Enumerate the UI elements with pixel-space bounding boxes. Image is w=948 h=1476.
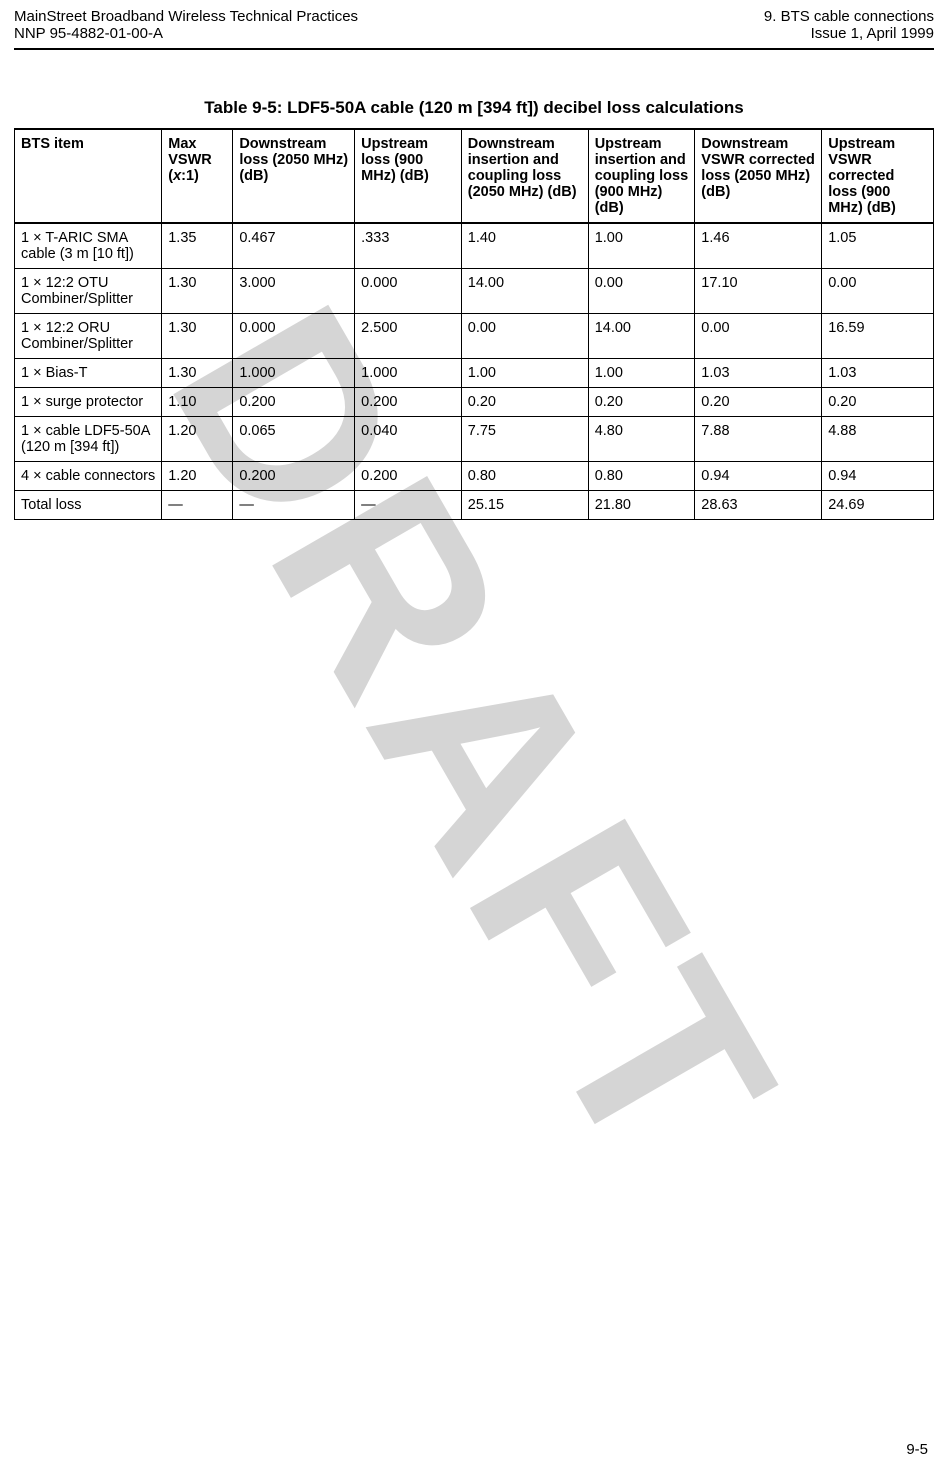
cell-r7-c1: — (162, 491, 233, 520)
cell-r4-c6: 0.20 (695, 388, 822, 417)
table-header-row: BTS itemMax VSWR (x:1)Downstream loss (2… (15, 129, 934, 223)
cell-r5-c4: 7.75 (461, 417, 588, 462)
cell-r3-c1: 1.30 (162, 359, 233, 388)
loss-table: BTS itemMax VSWR (x:1)Downstream loss (2… (14, 128, 934, 520)
cell-r3-c3: 1.000 (355, 359, 462, 388)
cell-r1-c3: 0.000 (355, 269, 462, 314)
cell-r6-c2: 0.200 (233, 462, 355, 491)
cell-r7-c4: 25.15 (461, 491, 588, 520)
cell-r2-c6: 0.00 (695, 314, 822, 359)
cell-r6-c7: 0.94 (822, 462, 934, 491)
header-left-line1: MainStreet Broadband Wireless Technical … (14, 8, 358, 25)
cell-r4-c0: 1 × surge protector (15, 388, 162, 417)
table-row: 1 × cable LDF5-50A(120 m [394 ft])1.200.… (15, 417, 934, 462)
table-row: 1 × 12:2 OTU Combiner/Splitter1.303.0000… (15, 269, 934, 314)
cell-r4-c1: 1.10 (162, 388, 233, 417)
cell-r1-c7: 0.00 (822, 269, 934, 314)
cell-r7-c6: 28.63 (695, 491, 822, 520)
cell-r7-c0: Total loss (15, 491, 162, 520)
col-header-0: BTS item (15, 129, 162, 223)
cell-r6-c3: 0.200 (355, 462, 462, 491)
cell-r0-c1: 1.35 (162, 223, 233, 269)
cell-r0-c4: 1.40 (461, 223, 588, 269)
cell-r0-c0: 1 × T-ARIC SMA cable (3 m [10 ft]) (15, 223, 162, 269)
cell-r1-c2: 3.000 (233, 269, 355, 314)
cell-r2-c7: 16.59 (822, 314, 934, 359)
cell-r6-c0: 4 × cable connectors (15, 462, 162, 491)
header-rule (14, 48, 934, 50)
cell-r2-c2: 0.000 (233, 314, 355, 359)
page-header: MainStreet Broadband Wireless Technical … (0, 0, 948, 46)
cell-r4-c5: 0.20 (588, 388, 695, 417)
cell-r5-c7: 4.88 (822, 417, 934, 462)
cell-r7-c7: 24.69 (822, 491, 934, 520)
cell-r5-c1: 1.20 (162, 417, 233, 462)
cell-r1-c0: 1 × 12:2 OTU Combiner/Splitter (15, 269, 162, 314)
cell-r7-c2: — (233, 491, 355, 520)
cell-r5-c0: 1 × cable LDF5-50A(120 m [394 ft]) (15, 417, 162, 462)
cell-r1-c4: 14.00 (461, 269, 588, 314)
table-row: 1 × 12:2 ORU Combiner/Splitter1.300.0002… (15, 314, 934, 359)
cell-r4-c4: 0.20 (461, 388, 588, 417)
cell-r3-c7: 1.03 (822, 359, 934, 388)
col-header-6: Downstream VSWR corrected loss (2050 MHz… (695, 129, 822, 223)
col-header-1: Max VSWR (x:1) (162, 129, 233, 223)
table-row: Total loss———25.1521.8028.6324.69 (15, 491, 934, 520)
header-right-line2: Issue 1, April 1999 (764, 25, 934, 42)
cell-r5-c3: 0.040 (355, 417, 462, 462)
cell-r7-c5: 21.80 (588, 491, 695, 520)
cell-r5-c5: 4.80 (588, 417, 695, 462)
cell-r3-c5: 1.00 (588, 359, 695, 388)
cell-r3-c4: 1.00 (461, 359, 588, 388)
cell-r6-c1: 1.20 (162, 462, 233, 491)
col-header-2: Downstream loss (2050 MHz) (dB) (233, 129, 355, 223)
col-header-5: Upstream insertion and coupling loss (90… (588, 129, 695, 223)
cell-r0-c2: 0.467 (233, 223, 355, 269)
cell-r2-c0: 1 × 12:2 ORU Combiner/Splitter (15, 314, 162, 359)
cell-r6-c6: 0.94 (695, 462, 822, 491)
table-row: 1 × surge protector1.100.2000.2000.200.2… (15, 388, 934, 417)
cell-r2-c3: 2.500 (355, 314, 462, 359)
col-header-4: Downstream insertion and coupling loss (… (461, 129, 588, 223)
cell-r1-c1: 1.30 (162, 269, 233, 314)
cell-r0-c6: 1.46 (695, 223, 822, 269)
cell-r3-c6: 1.03 (695, 359, 822, 388)
cell-r6-c5: 0.80 (588, 462, 695, 491)
cell-r6-c4: 0.80 (461, 462, 588, 491)
cell-r5-c2: 0.065 (233, 417, 355, 462)
cell-r2-c4: 0.00 (461, 314, 588, 359)
cell-r4-c7: 0.20 (822, 388, 934, 417)
cell-r0-c5: 1.00 (588, 223, 695, 269)
cell-r0-c7: 1.05 (822, 223, 934, 269)
header-right-line1: 9. BTS cable connections (764, 8, 934, 25)
table-caption: Table 9-5: LDF5-50A cable (120 m [394 ft… (0, 98, 948, 118)
cell-r2-c1: 1.30 (162, 314, 233, 359)
cell-r5-c6: 7.88 (695, 417, 822, 462)
col-header-3: Upstream loss (900 MHz) (dB) (355, 129, 462, 223)
header-left-line2: NNP 95-4882-01-00-A (14, 25, 358, 42)
col-header-7: Upstream VSWR corrected loss (900 MHz) (… (822, 129, 934, 223)
table-row: 1 × Bias-T1.301.0001.0001.001.001.031.03 (15, 359, 934, 388)
table-row: 1 × T-ARIC SMA cable (3 m [10 ft])1.350.… (15, 223, 934, 269)
cell-r0-c3: .333 (355, 223, 462, 269)
cell-r1-c6: 17.10 (695, 269, 822, 314)
page-number: 9-5 (906, 1441, 928, 1458)
cell-r3-c0: 1 × Bias-T (15, 359, 162, 388)
cell-r7-c3: — (355, 491, 462, 520)
cell-r2-c5: 14.00 (588, 314, 695, 359)
cell-r4-c3: 0.200 (355, 388, 462, 417)
cell-r1-c5: 0.00 (588, 269, 695, 314)
cell-r3-c2: 1.000 (233, 359, 355, 388)
cell-r4-c2: 0.200 (233, 388, 355, 417)
table-body: 1 × T-ARIC SMA cable (3 m [10 ft])1.350.… (15, 223, 934, 520)
table-row: 4 × cable connectors1.200.2000.2000.800.… (15, 462, 934, 491)
